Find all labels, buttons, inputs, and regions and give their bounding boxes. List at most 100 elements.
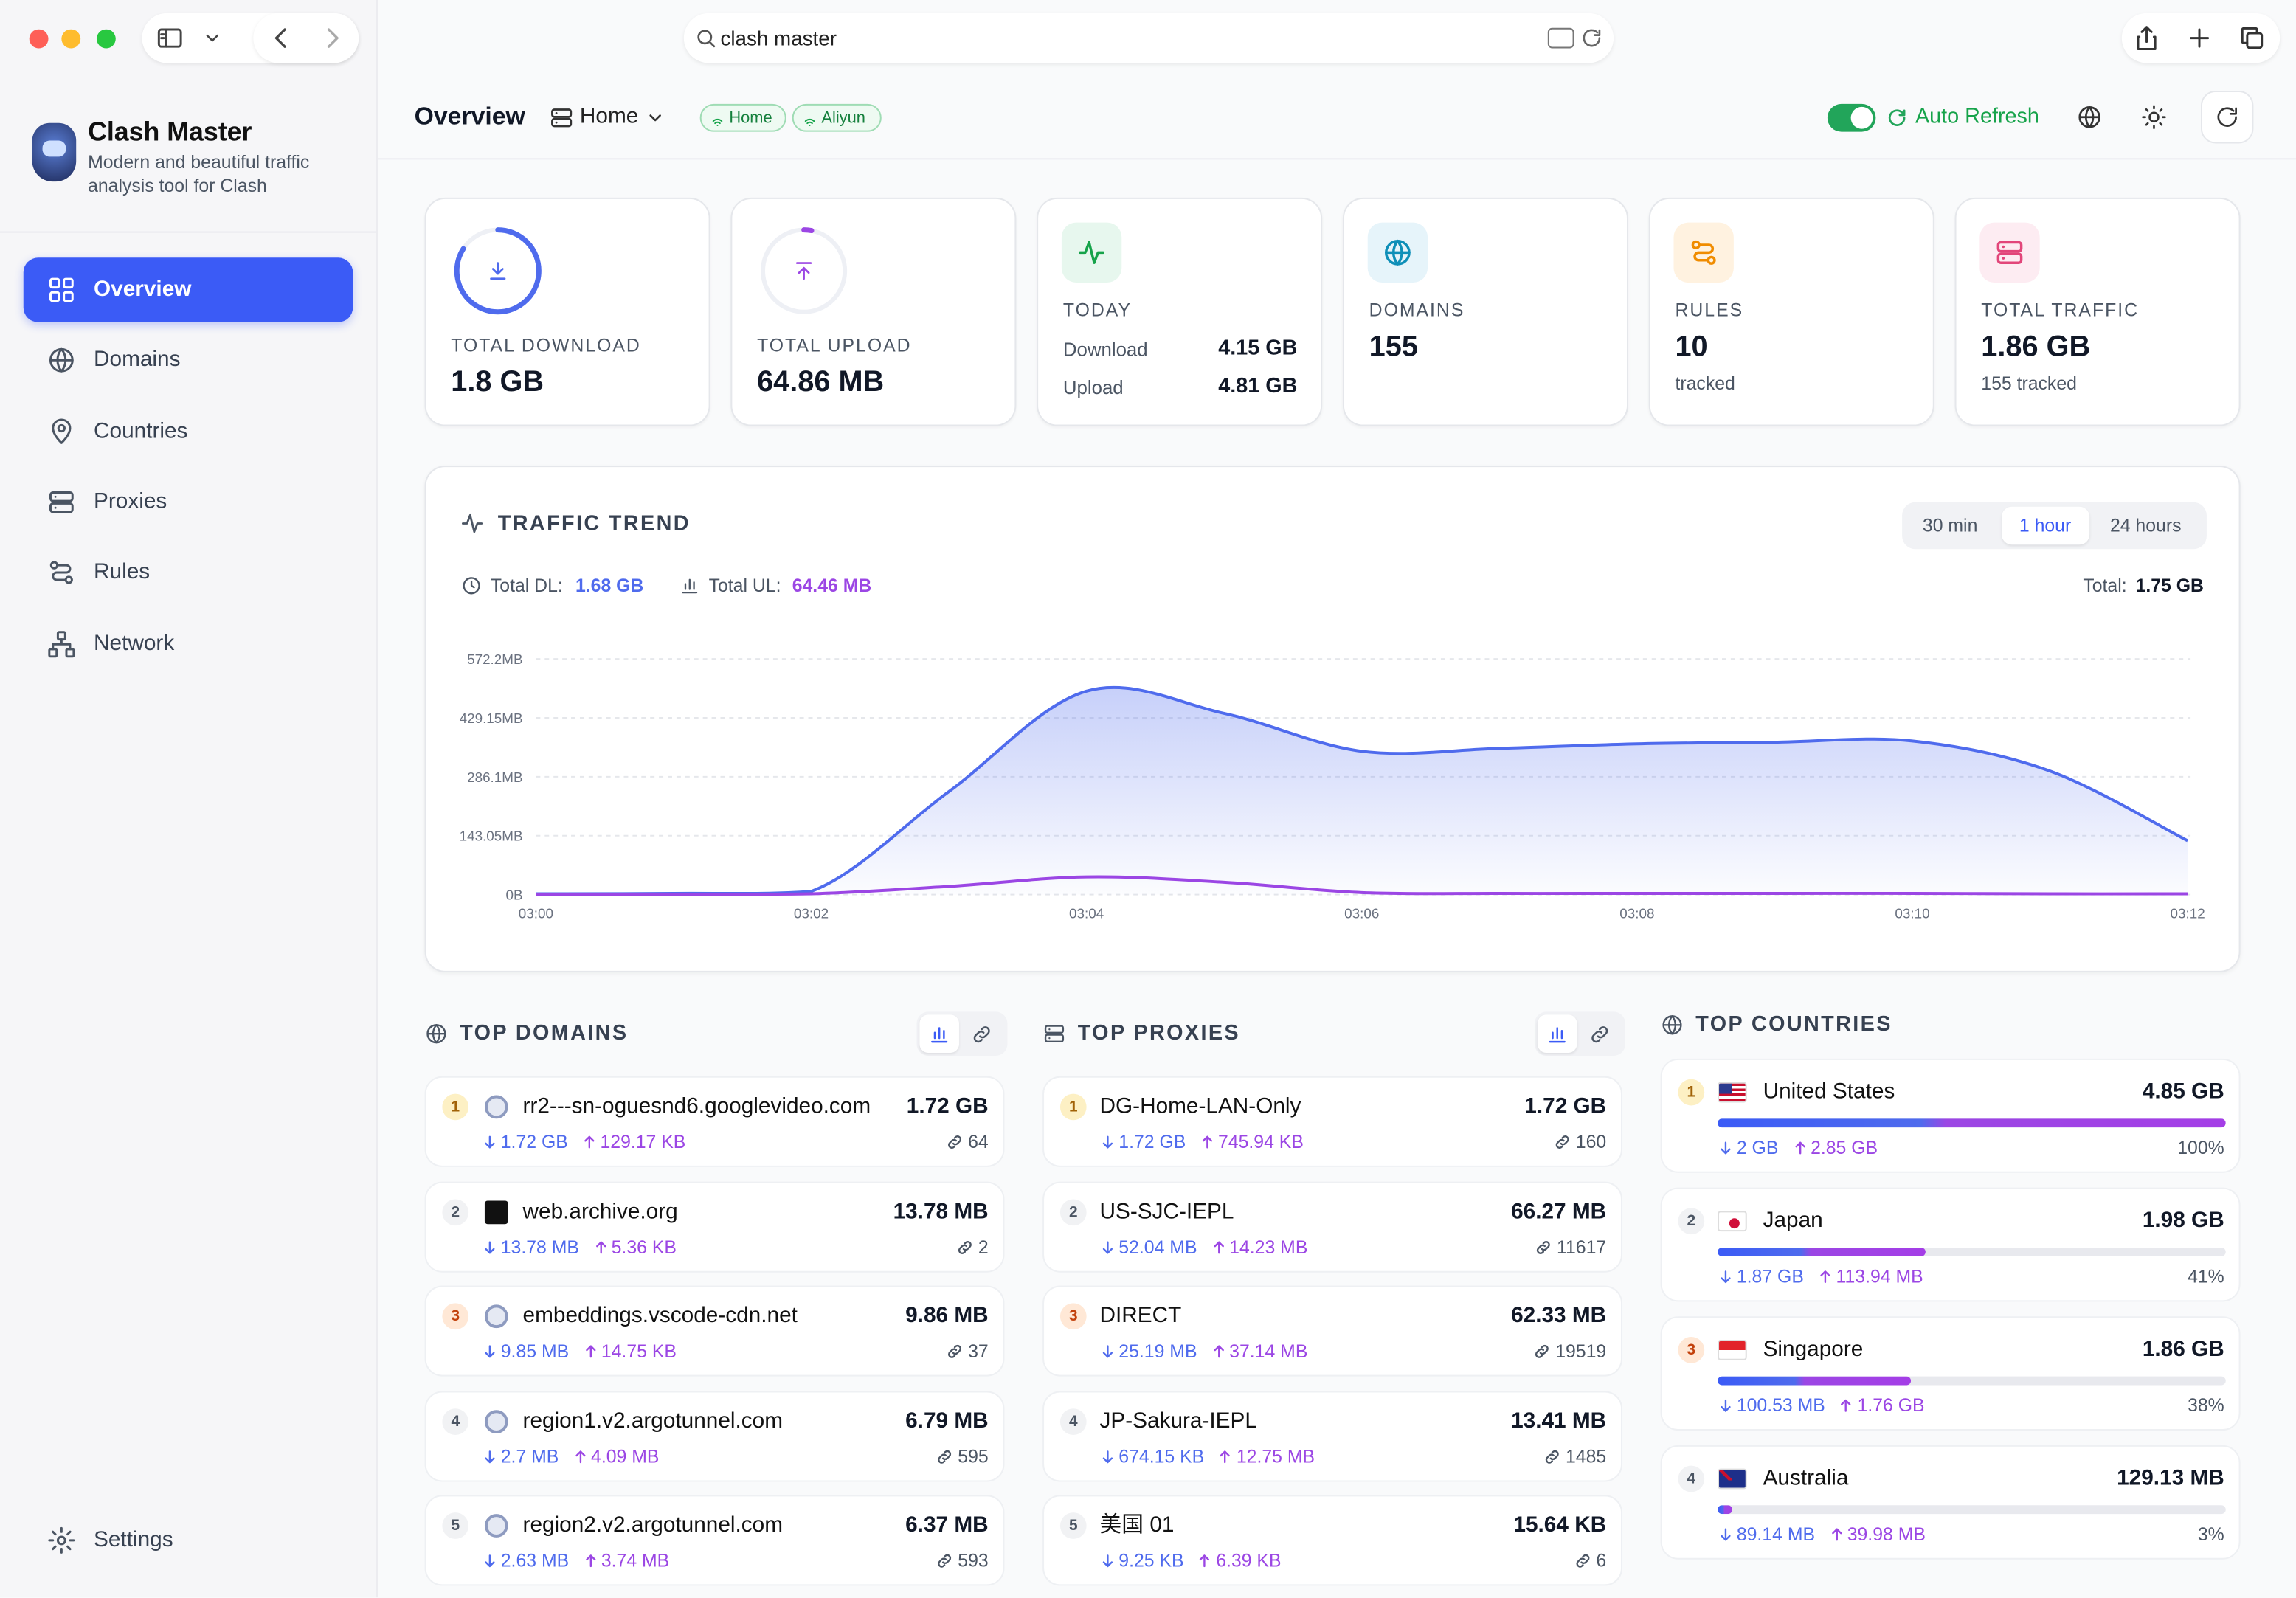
nav-label: Proxies xyxy=(94,488,167,514)
window-button[interactable] xyxy=(28,28,48,48)
icon-path xyxy=(2241,27,2258,44)
stat-upload: TOTAL UPLOAD 64.86 MB xyxy=(730,197,1017,426)
icon-path xyxy=(796,262,812,280)
icon-svg xyxy=(1202,1135,1212,1149)
list-item[interactable]: 3 DIRECT 62.33 MB 25.19 MB 37.14 MB 19519 xyxy=(1042,1285,1623,1377)
refresh-button[interactable] xyxy=(2200,91,2254,144)
share-button[interactable] xyxy=(2132,24,2162,53)
link-icon xyxy=(1533,1343,1551,1360)
auto-refresh-icon xyxy=(1886,107,1908,129)
view-chart[interactable] xyxy=(1537,1014,1577,1053)
icon-svg xyxy=(1549,1027,1566,1043)
list-item[interactable]: 1 DG-Home-LAN-Only 1.72 GB 1.72 GB 745.94 KB… xyxy=(1042,1076,1623,1167)
list-item[interactable]: 2 web.archive.org 13.78 MB 13.78 MB 5.36 KB 2 xyxy=(424,1180,1005,1272)
nav-icon xyxy=(47,629,77,659)
upload-amount: 5.36 KB xyxy=(611,1236,677,1257)
view-link[interactable] xyxy=(1588,1023,1611,1045)
arrow-icon xyxy=(482,1133,498,1151)
sidebar-toggle[interactable] xyxy=(155,24,184,53)
download-amount: 674.15 KB xyxy=(1118,1445,1205,1467)
nav-item[interactable]: Overview xyxy=(23,257,353,322)
connection-value: 1485 xyxy=(1566,1445,1607,1467)
view-chart[interactable] xyxy=(919,1014,959,1053)
icon-svg xyxy=(649,114,661,122)
icon-path xyxy=(1721,1141,1731,1155)
page-title: Overview xyxy=(414,102,525,131)
connection-value: 593 xyxy=(958,1550,989,1571)
country-item[interactable]: 4 Australia 129.13 MB 89.14 MB 39.98 MB 3% xyxy=(1660,1445,2241,1560)
icon-path xyxy=(462,513,483,533)
country-item[interactable]: 3 Singapore 1.86 GB 100.53 MB 1.76 GB 38% xyxy=(1660,1316,2241,1431)
range-option[interactable]: 1 hour xyxy=(2019,515,2072,536)
window-button[interactable] xyxy=(60,28,80,48)
list-item[interactable]: 2 US-SJC-IEPL 66.27 MB 52.04 MB 14.23 MB 1161… xyxy=(1042,1180,1623,1272)
country-item[interactable]: 2 Japan 1.98 GB 1.87 GB 113.94 MB 41% xyxy=(1660,1187,2241,1302)
window-button[interactable] xyxy=(95,28,115,48)
nav-item[interactable]: Proxies xyxy=(24,470,353,534)
app-logo xyxy=(32,122,77,182)
view-link[interactable] xyxy=(971,1023,993,1045)
icon-svg xyxy=(1888,109,1906,126)
nav-item[interactable]: Rules xyxy=(24,540,353,604)
range-option[interactable]: 30 min xyxy=(1922,515,1978,536)
tab-overview[interactable] xyxy=(2238,24,2267,53)
list-item[interactable]: 5 美国 01 15.64 KB 9.25 KB 6.39 KB 6 xyxy=(1042,1495,1623,1586)
list-item[interactable]: 5 region2.v2.argotunnel.com 6.37 MB 2.63 MB… xyxy=(424,1495,1005,1586)
icon-path xyxy=(1662,1015,1682,1035)
backend-chevron[interactable] xyxy=(646,108,665,128)
icon-svg xyxy=(485,1450,495,1463)
download-amount: 1.72 GB xyxy=(1118,1132,1186,1152)
address-bar[interactable]: clash master xyxy=(683,13,1614,63)
share-track xyxy=(1718,1247,2226,1256)
icon-path xyxy=(948,1135,962,1149)
rank-badge: 2 xyxy=(442,1198,469,1225)
upload-amount: 745.94 KB xyxy=(1218,1132,1304,1152)
reload[interactable] xyxy=(1580,27,1603,50)
settings-item[interactable]: Settings xyxy=(24,1508,353,1572)
back-button[interactable] xyxy=(266,24,296,53)
new-tab[interactable] xyxy=(2185,24,2214,53)
download-amount: 9.85 MB xyxy=(500,1341,570,1362)
sidebar-menu[interactable] xyxy=(202,28,223,49)
section-title: TOP PROXIES xyxy=(1077,1021,1241,1045)
backend-select[interactable]: Home xyxy=(579,103,639,129)
icon-svg xyxy=(1555,1135,1569,1149)
icon-svg xyxy=(52,418,72,444)
share-bar xyxy=(1718,1376,1911,1386)
arrow-icon xyxy=(1100,1133,1116,1151)
list-item[interactable]: 4 region1.v2.argotunnel.com 6.79 MB 2.7 MB 4… xyxy=(424,1390,1005,1481)
nav-item[interactable]: Domains xyxy=(24,328,353,392)
icon-path xyxy=(931,1027,948,1043)
language-button[interactable] xyxy=(2076,104,2103,131)
traffic-row: 13.78 MB 5.36 KB xyxy=(482,1235,677,1259)
list-item[interactable]: 4 JP-Sakura-IEPL 13.41 MB 674.15 KB 12.75 MB… xyxy=(1042,1390,1623,1481)
list-item[interactable]: 1 rr2---sn-oguesnd6.googlevideo.com 1.72 G… xyxy=(424,1076,1005,1167)
icon-svg xyxy=(206,34,218,42)
backend-tag[interactable]: Aliyun xyxy=(792,103,882,131)
backend-tag[interactable]: Home xyxy=(699,103,786,131)
item-total: 1.72 GB xyxy=(1524,1093,1607,1119)
nav-item[interactable]: Countries xyxy=(24,400,353,464)
rank-badge: 3 xyxy=(442,1303,469,1330)
country-name: Australia xyxy=(1763,1465,1849,1491)
nav-item[interactable]: Network xyxy=(24,612,353,677)
arrow-icon xyxy=(581,1133,598,1151)
tag-icon xyxy=(710,111,725,126)
forward-button[interactable] xyxy=(318,24,347,53)
list-item[interactable]: 3 embeddings.vscode-cdn.net 9.86 MB 9.85 MB… xyxy=(424,1285,1005,1377)
country-item[interactable]: 1 United States 4.85 GB 2 GB 2.85 GB 100% xyxy=(1660,1058,2241,1173)
auto-refresh-label[interactable]: Auto Refresh xyxy=(1915,104,2039,128)
upload-amount: 14.23 MB xyxy=(1229,1236,1308,1257)
trend-icon xyxy=(460,511,485,536)
connection-count: 19519 xyxy=(1533,1340,1606,1363)
theme-button[interactable] xyxy=(2141,104,2168,131)
connection-count: 593 xyxy=(936,1549,989,1573)
icon-path xyxy=(712,117,723,126)
connection-count: 11617 xyxy=(1535,1235,1606,1259)
icon-path xyxy=(1079,241,1104,264)
y-tick-label: 429.15MB xyxy=(460,710,523,726)
country-total: 1.98 GB xyxy=(2142,1208,2224,1234)
auto-refresh-toggle[interactable] xyxy=(1827,103,1876,132)
range-option[interactable]: 24 hours xyxy=(2109,515,2182,536)
rank-badge: 4 xyxy=(1678,1465,1705,1492)
